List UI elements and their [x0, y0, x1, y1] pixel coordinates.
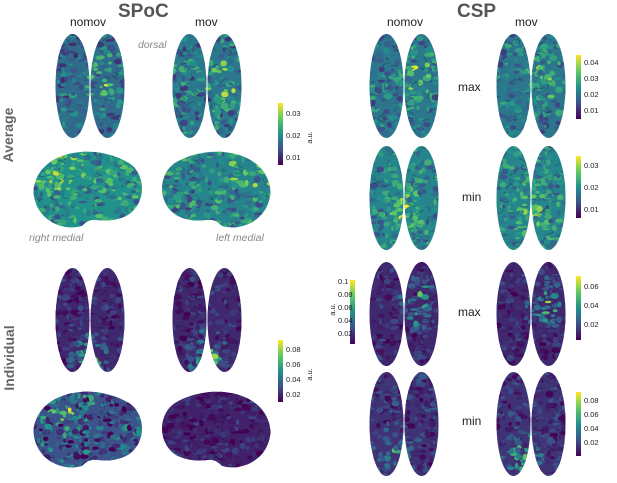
csp-ind-max-right-colorbar: 0.06 0.04 0.02 [576, 276, 616, 340]
spoc-col-nomov: nomov [70, 15, 107, 29]
row-label-individual: Individual [1, 325, 17, 391]
csp-avg-max-nomov-dorsal-map [369, 34, 439, 138]
colorbar-tick: 0.08 [338, 290, 353, 299]
spoc-average-nomov-dorsal-map [55, 34, 125, 138]
colorbar-tick: 0.04 [584, 58, 599, 67]
csp-ind-max-nomov-dorsal-map [369, 262, 439, 366]
spoc-individual-mov-dorsal-map [172, 268, 242, 372]
colorbar-tick: 0.06 [286, 360, 301, 369]
colorbar-unit: a.u. [304, 131, 314, 144]
spoc-view-left-medial: left medial [216, 232, 264, 244]
spoc-col-mov: mov [195, 15, 218, 29]
spoc-individual-left-medial-map [162, 391, 271, 468]
csp-col-mov: mov [515, 15, 538, 29]
spoc-average-right-medial-map [33, 151, 142, 228]
csp-row-label-max-average: max [458, 80, 481, 94]
colorbar-tick: 0.02 [584, 183, 599, 192]
colorbar-gradient [576, 392, 581, 456]
spoc-individual-right-medial-map [33, 391, 142, 468]
csp-ind-max-left-colorbar: 0.1 0.08 0.06 0.04 0.02 a.u. [328, 277, 368, 344]
spoc-individual-nomov-dorsal-map [55, 268, 125, 372]
csp-avg-min-colorbar: 0.03 0.02 0.01 [576, 156, 616, 218]
colorbar-tick: 0.03 [286, 109, 301, 118]
colorbar-tick: 0.03 [584, 74, 599, 83]
colorbar-tick: 0.02 [286, 131, 301, 140]
colorbar-tick: 0.1 [338, 277, 349, 286]
colorbar-tick: 0.06 [584, 282, 599, 291]
spoc-average-mov-dorsal-map [172, 34, 242, 138]
colorbar-tick: 0.08 [286, 345, 301, 354]
colorbar-tick: 0.04 [584, 301, 599, 310]
csp-row-label-min-average: min [462, 190, 482, 204]
colorbar-tick: 0.04 [286, 375, 301, 384]
spoc-individual-colorbar: 0.08 0.06 0.04 0.02 a.u. [278, 340, 318, 402]
csp-ind-min-nomov-dorsal-map [369, 372, 439, 476]
colorbar-tick: 0.08 [584, 396, 599, 405]
csp-ind-max-mov-dorsal-map [496, 262, 566, 366]
colorbar-gradient [576, 156, 581, 218]
spoc-average-colorbar: 0.03 0.02 0.01 a.u. [278, 103, 318, 165]
colorbar-tick: 0.01 [584, 205, 599, 214]
colorbar-tick: 0.01 [584, 106, 599, 115]
csp-avg-max-mov-dorsal-map [496, 34, 566, 138]
csp-row-label-min-individual: min [462, 414, 482, 428]
csp-title: CSP [457, 1, 497, 22]
colorbar-tick: 0.02 [584, 438, 599, 447]
row-label-average: Average [0, 107, 16, 163]
colorbar-tick: 0.02 [584, 320, 599, 329]
colorbar-gradient [576, 276, 581, 340]
colorbar-tick: 0.04 [584, 424, 599, 433]
colorbar-gradient [278, 103, 283, 165]
colorbar-tick: 0.02 [338, 329, 353, 338]
colorbar-tick: 0.02 [286, 390, 301, 399]
spoc-view-right-medial: right medial [29, 232, 84, 244]
colorbar-tick: 0.04 [338, 316, 353, 325]
colorbar-gradient [350, 280, 355, 344]
colorbar-gradient [278, 340, 283, 402]
spoc-average-left-medial-map [162, 151, 271, 228]
colorbar-unit: a.u. [304, 368, 314, 381]
spoc-title: SPoC [118, 1, 169, 22]
colorbar-unit: a.u. [327, 303, 337, 316]
csp-ind-min-colorbar: 0.08 0.06 0.04 0.02 [576, 392, 616, 456]
csp-ind-min-mov-dorsal-map [496, 372, 566, 476]
colorbar-tick: 0.01 [286, 153, 301, 162]
colorbar-gradient [576, 55, 581, 119]
spoc-view-dorsal: dorsal [138, 39, 167, 51]
csp-avg-min-mov-dorsal-map [496, 146, 566, 250]
colorbar-tick: 0.06 [338, 303, 353, 312]
colorbar-tick: 0.06 [584, 410, 599, 419]
csp-avg-min-nomov-dorsal-map [369, 146, 439, 250]
colorbar-tick: 0.03 [584, 161, 599, 170]
csp-avg-max-colorbar: 0.04 0.03 0.02 0.01 [576, 55, 616, 119]
colorbar-tick: 0.02 [584, 90, 599, 99]
csp-col-nomov: nomov [387, 15, 424, 29]
csp-row-label-max-individual: max [458, 305, 481, 319]
